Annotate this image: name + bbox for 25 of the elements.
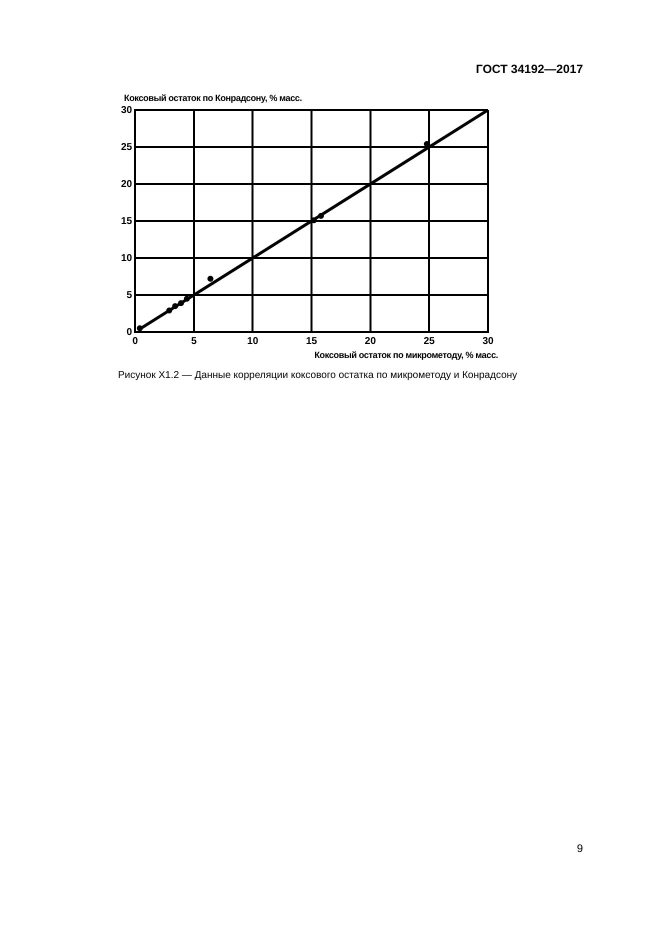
y-tick-label: 20 [121, 178, 133, 190]
y-tick-label: 15 [121, 216, 133, 227]
point [166, 308, 172, 314]
x-tick-label: 20 [364, 336, 376, 347]
point [178, 300, 184, 306]
y-tick-label: 25 [121, 142, 133, 153]
y-tick-label: 10 [121, 252, 133, 264]
text: Рисунок X1.2 — Данные корреляции коксового остатка по микрометоду и Конрадсону [118, 370, 518, 381]
x-tick-label: 10 [247, 336, 259, 347]
y-axis-title: Коксовый остаток по Конрадсону, % масс. [124, 93, 302, 103]
point [207, 276, 214, 282]
y-tick-label: 0 [126, 326, 133, 338]
x-tick-label: 5 [191, 336, 198, 347]
text: 9 [576, 843, 583, 855]
point [318, 212, 324, 219]
point [172, 303, 178, 310]
x-tick-label: 30 [482, 336, 494, 347]
x-axis-title: Коксовый остаток по микрометоду, % масс. [314, 350, 498, 360]
x-tick-label: 25 [424, 336, 436, 347]
y-tick-label: 5 [126, 290, 133, 301]
y-tick-label: 30 [121, 104, 133, 116]
point [184, 296, 190, 302]
point [136, 325, 143, 332]
x-tick-label: 15 [306, 336, 318, 347]
text: ГОСТ 34192—2017 [476, 62, 583, 76]
